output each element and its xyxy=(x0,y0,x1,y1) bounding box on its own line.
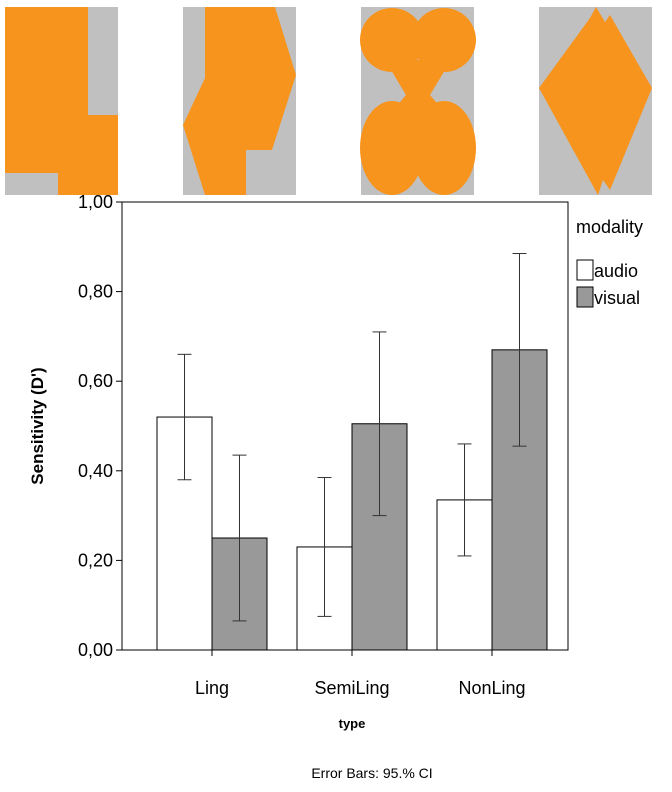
legend-label: audio xyxy=(594,261,638,281)
y-axis-title: Sensitivity (D') xyxy=(28,367,47,484)
y-tick-label: 1,00 xyxy=(78,192,113,212)
legend-title: modality xyxy=(576,217,643,237)
legend-swatch xyxy=(576,286,594,308)
legend-label: visual xyxy=(594,288,640,308)
stimulus-shapes xyxy=(5,7,652,195)
y-tick-label: 0,20 xyxy=(78,550,113,570)
shape xyxy=(183,7,296,195)
legend-swatch xyxy=(576,259,594,281)
y-tick-label: 0,00 xyxy=(78,640,113,660)
y-tick-label: 0,60 xyxy=(78,371,113,391)
y-tick-label: 0,80 xyxy=(78,282,113,302)
y-tick-label: 0,40 xyxy=(78,461,113,481)
shape xyxy=(360,8,476,195)
x-axis-title: type xyxy=(339,716,366,731)
footnote: Error Bars: 95.% CI xyxy=(311,765,432,781)
x-tick-label: Ling xyxy=(195,678,229,698)
shape xyxy=(5,7,118,195)
shape xyxy=(539,7,652,195)
x-tick-label: SemiLing xyxy=(314,678,389,698)
x-tick-label: NonLing xyxy=(458,678,525,698)
